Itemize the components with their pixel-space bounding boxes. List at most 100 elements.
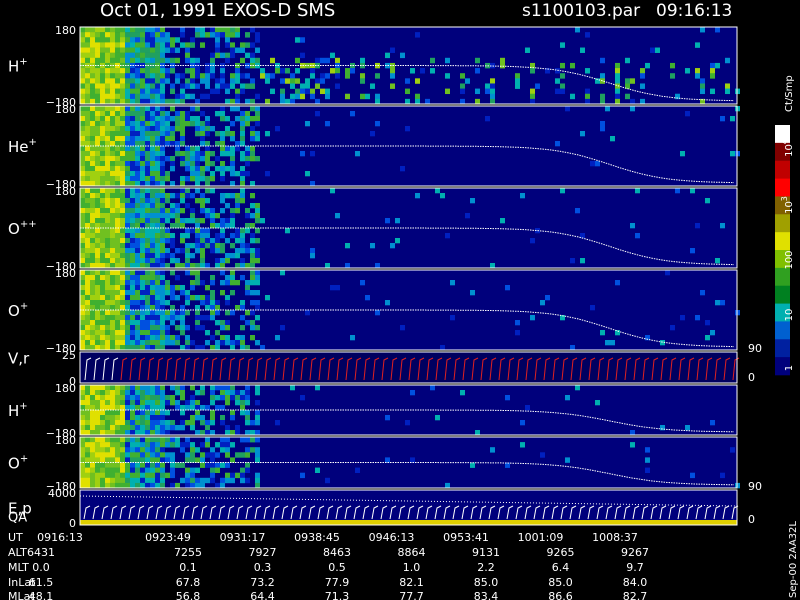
spectrogram-cell <box>105 52 110 59</box>
spectrogram-cell <box>80 136 85 142</box>
spectrogram-cell <box>110 243 115 249</box>
spectrogram-cell <box>290 98 295 105</box>
spectrogram-cell <box>290 73 295 79</box>
spectrogram-cell <box>275 335 280 341</box>
trace <box>417 357 425 381</box>
spectrogram-cell <box>85 73 90 79</box>
spectrogram-cell <box>130 425 135 431</box>
spectrogram-cell <box>90 233 95 239</box>
spectrogram-cell <box>260 68 265 74</box>
spectrogram-cell <box>205 330 210 336</box>
spectrogram-cell <box>85 198 90 204</box>
spectrogram-cell <box>80 285 85 291</box>
spectrogram-cell <box>85 193 90 199</box>
spectrogram-cell <box>80 243 85 249</box>
spectrogram-cell <box>240 126 245 132</box>
spectrogram-cell <box>155 83 160 89</box>
spectrogram-cell <box>145 280 150 286</box>
spectrogram-cell <box>365 295 370 301</box>
axis-bottom-label: −180 <box>46 178 76 191</box>
spectrogram-cell <box>135 73 140 79</box>
spectrogram-cell <box>115 457 120 463</box>
spectrogram-cell <box>250 430 255 436</box>
spectrogram-cell <box>250 116 255 122</box>
spectrogram-cell <box>250 98 255 105</box>
spectrogram-cell <box>200 78 205 84</box>
spectrogram-cell <box>120 385 125 391</box>
spectrogram-cell <box>200 477 205 484</box>
spectrogram-cell <box>135 208 140 214</box>
spectrogram-cell <box>155 131 160 137</box>
spectrogram-cell <box>85 98 90 105</box>
spectrogram-cell <box>170 290 175 296</box>
spectrogram-cell <box>95 151 100 157</box>
trace <box>534 357 542 381</box>
spectrogram-cell <box>160 340 165 346</box>
spectrogram-cell <box>175 385 180 391</box>
spectrogram-cell <box>225 116 230 122</box>
spectrogram-cell <box>245 462 250 468</box>
spectrogram-cell <box>600 78 605 84</box>
spectrogram-cell <box>155 310 160 316</box>
spectrogram-cell <box>150 136 155 142</box>
spectrogram-cell <box>195 295 200 301</box>
spectrogram-cell <box>120 176 125 182</box>
spectrogram-cell <box>85 176 90 182</box>
spectrogram-cell <box>120 295 125 301</box>
spectrogram-cell <box>150 340 155 346</box>
spectrogram-cell <box>95 345 100 351</box>
spectrogram-cell <box>195 400 200 406</box>
spectrogram-cell <box>230 410 235 416</box>
spectrogram-cell <box>155 395 160 401</box>
spectrogram-cell <box>160 111 165 117</box>
spectrogram-cell <box>85 146 90 152</box>
spectrogram-cell <box>130 111 135 117</box>
spectrogram-cell <box>155 340 160 346</box>
spectrogram-cell <box>695 68 700 74</box>
spectrogram-cell <box>155 166 160 172</box>
spectrogram-cell <box>195 223 200 229</box>
spectrogram-cell <box>110 270 115 276</box>
spectrogram-cell <box>165 437 170 443</box>
spectrogram-cell <box>190 78 195 84</box>
spectrogram-cell <box>190 270 195 276</box>
spectrogram-cell <box>155 285 160 291</box>
trace <box>354 357 362 381</box>
spectrogram-cell <box>405 78 410 84</box>
spectrogram-cell <box>175 263 180 269</box>
spectrogram-cell <box>90 385 95 391</box>
spectrogram-cell <box>160 156 165 162</box>
spectrogram-cell <box>215 405 220 411</box>
spectrogram-cell <box>140 238 145 244</box>
spectrogram-cell <box>220 335 225 341</box>
spectrogram-cell <box>350 111 355 117</box>
spectrogram-cell <box>120 98 125 105</box>
trace <box>147 357 155 381</box>
spectrogram-cell <box>205 176 210 182</box>
spectrogram-cell <box>225 442 230 448</box>
spectrogram-cell <box>130 310 135 316</box>
spectrogram-cell <box>205 213 210 219</box>
spectrogram-cell <box>200 228 205 234</box>
spectrogram-cell <box>195 457 200 463</box>
spectrogram-cell <box>240 136 245 142</box>
spectrogram-cell <box>90 131 95 137</box>
spectrogram-cell <box>190 68 195 74</box>
spectrogram-cell <box>205 93 210 100</box>
spectrogram-cell <box>240 335 245 341</box>
spectrogram-cell <box>220 405 225 411</box>
trace <box>317 505 325 520</box>
spectrogram-cell <box>90 425 95 431</box>
spectrogram-cell <box>110 290 115 296</box>
spectrogram-cell <box>105 395 110 401</box>
spectrogram-cell <box>150 335 155 341</box>
spectrogram-cell <box>120 57 125 64</box>
panel: H+180−180 <box>8 382 738 440</box>
spectrogram-cell <box>85 472 90 479</box>
spectrogram-cell <box>730 447 735 453</box>
spectrogram-cell <box>310 248 315 254</box>
spectrogram-cell <box>145 68 150 74</box>
spectrogram-cell <box>505 285 510 291</box>
spectrogram-cell <box>95 198 100 204</box>
spectrogram-cell <box>150 98 155 105</box>
